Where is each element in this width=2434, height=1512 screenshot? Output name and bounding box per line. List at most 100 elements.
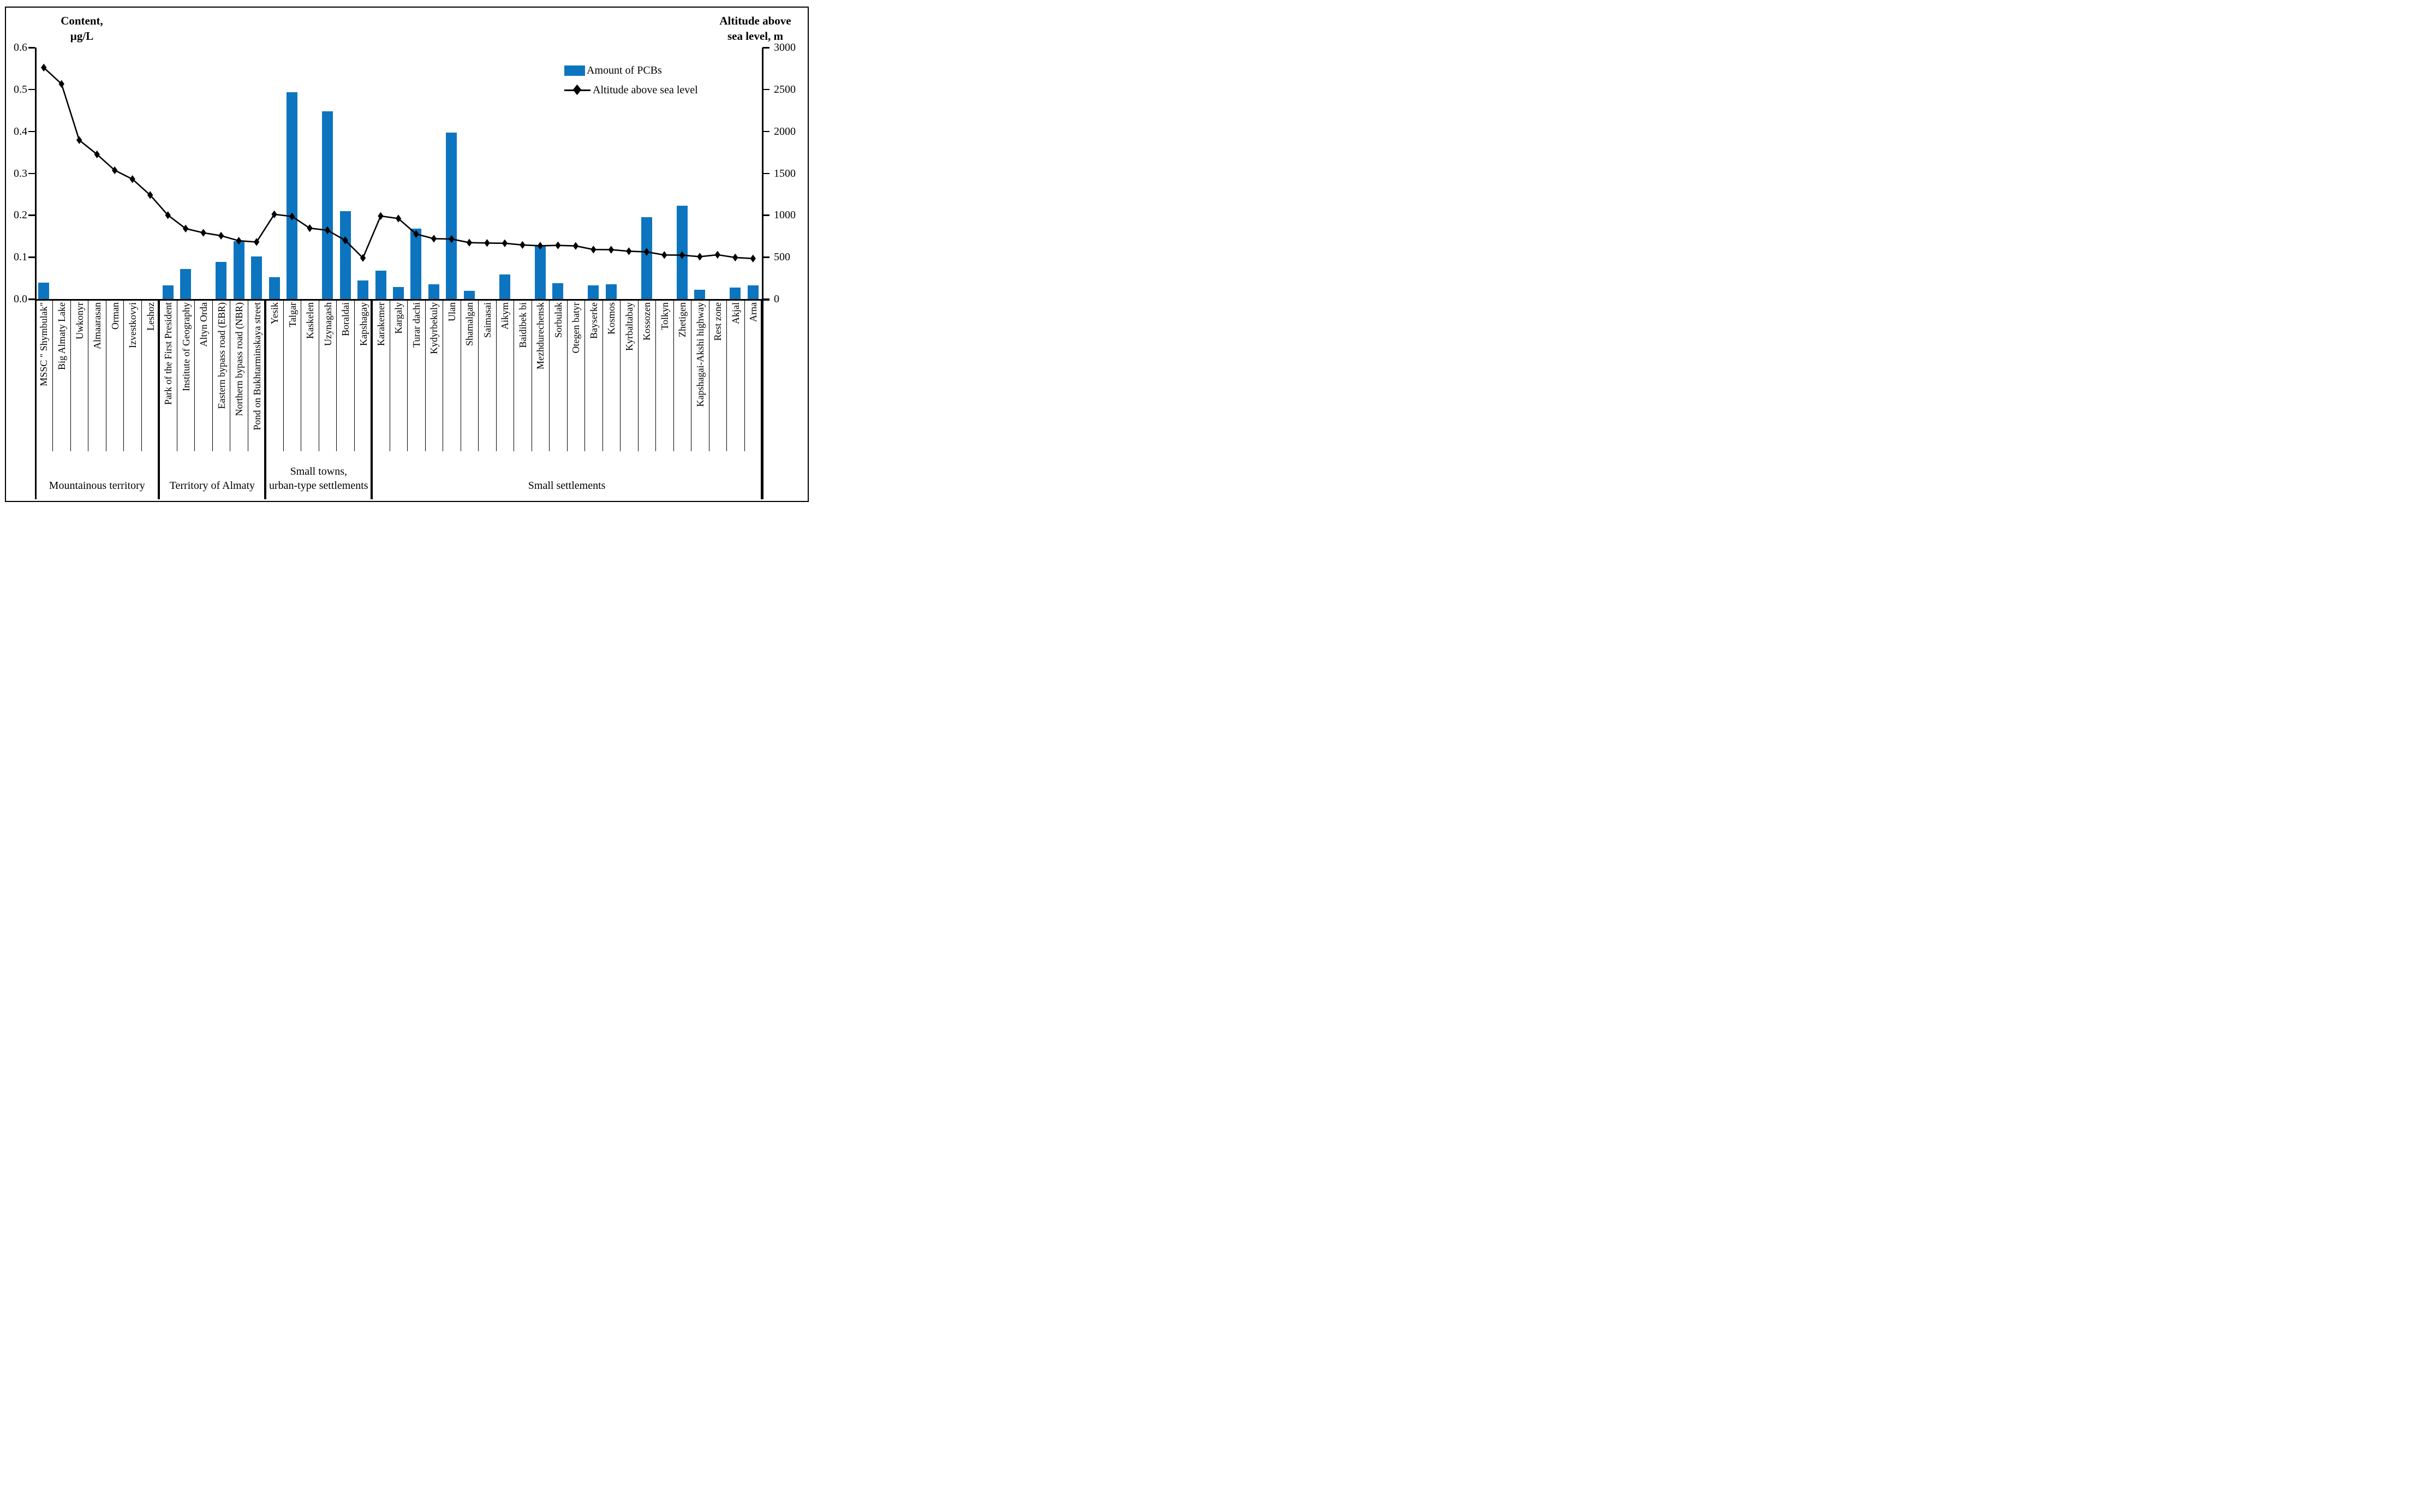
bar	[269, 277, 280, 299]
x-label-cell: Orman	[105, 300, 123, 451]
altitude-point-diamond-icon	[626, 247, 632, 255]
bar	[552, 283, 564, 299]
right-axis-tick-label: 500	[774, 251, 790, 264]
group-label: Small towns, urban-type settlements	[269, 465, 368, 492]
x-label-cell: Baidibek bi	[514, 300, 531, 451]
altitude-point-diamond-icon	[643, 248, 650, 256]
right-axis-tick-label: 2000	[774, 125, 796, 138]
x-label-cell: Otegen batyr	[566, 300, 584, 451]
x-label-cell: Rest zone	[708, 300, 726, 451]
altitude-point-diamond-icon	[732, 253, 738, 262]
left-axis-tick-label: 0.4	[14, 125, 27, 138]
x-label-cell: Kaskelen	[301, 300, 318, 451]
altitude-point-diamond-icon	[111, 166, 118, 175]
right-axis-tick	[763, 172, 769, 174]
bar	[694, 290, 706, 299]
altitude-point-diamond-icon	[360, 254, 366, 262]
bar	[534, 246, 546, 299]
x-label-cell: Shamalgan	[460, 300, 478, 451]
altitude-point-diamond-icon	[182, 224, 189, 233]
left-axis-tick	[28, 88, 35, 91]
altitude-point-diamond-icon	[218, 231, 224, 240]
altitude-point-diamond-icon	[76, 136, 82, 145]
bar	[641, 217, 652, 299]
x-label-cell: Institute of Geography	[176, 300, 194, 451]
x-label-cell: Kossozen	[637, 300, 655, 451]
x-label-cell: Uzynagash	[318, 300, 336, 451]
group-label: Small settlements	[528, 480, 606, 492]
altitude-point-diamond-icon	[697, 253, 703, 261]
altitude-point-diamond-icon	[484, 239, 490, 247]
bar	[357, 280, 369, 299]
right-axis-tick	[763, 88, 769, 91]
right-axis-title-line1: Altitude above	[719, 14, 791, 27]
legend-bar-swatch-icon	[564, 65, 585, 76]
x-label-cell: Turar dachi	[407, 300, 425, 451]
bar	[747, 285, 759, 299]
x-label-cell: Bayserke	[584, 300, 602, 451]
chart-figure: Content, µg/L Altitude above sea level, …	[0, 0, 812, 504]
right-axis-tick-label: 1500	[774, 167, 796, 180]
right-axis-tick	[763, 298, 769, 300]
bar	[375, 270, 386, 299]
bar	[588, 285, 599, 299]
altitude-point-diamond-icon	[537, 242, 544, 250]
x-label-cell: Tolkyn	[655, 300, 673, 451]
altitude-point-diamond-icon	[661, 251, 667, 259]
bar	[322, 111, 333, 299]
altitude-point-diamond-icon	[271, 210, 277, 218]
left-axis-tick-label: 0.6	[14, 41, 27, 53]
altitude-point-diamond-icon	[94, 150, 100, 159]
x-label-cell: Sorbulak	[549, 300, 566, 451]
left-axis-title: Content, µg/L	[32, 13, 132, 44]
x-label-cell: Talgar	[283, 300, 301, 451]
legend-item-line: Altitude above sea level	[564, 83, 698, 97]
x-label-cell: Altyn Orda	[194, 300, 212, 451]
altitude-point-diamond-icon	[520, 241, 526, 249]
bar	[216, 261, 227, 299]
bar	[339, 211, 351, 299]
altitude-point-diamond-icon	[378, 212, 384, 220]
right-axis-tick-label: 3000	[774, 41, 796, 53]
altitude-point-diamond-icon	[572, 242, 579, 250]
right-axis-tick-label: 0	[774, 293, 779, 305]
group-cell: Mountainous territory	[35, 300, 159, 499]
altitude-point-diamond-icon	[449, 235, 455, 243]
bar	[730, 288, 741, 299]
right-axis-tick-label: 2500	[774, 83, 796, 95]
x-label-cell: Akjal	[726, 300, 744, 451]
altitude-point-diamond-icon	[129, 175, 135, 183]
altitude-point-diamond-icon	[147, 191, 153, 199]
x-label-cell: Leshoz	[141, 300, 159, 451]
altitude-point-diamond-icon	[608, 246, 615, 254]
bar	[605, 284, 617, 299]
altitude-line	[43, 67, 753, 260]
altitude-point-diamond-icon	[395, 214, 402, 223]
x-label-cell: Boraldai	[336, 300, 354, 451]
altitude-point-diamond-icon	[590, 246, 596, 254]
x-label-cell: Uwkonyr	[70, 300, 88, 451]
altitude-point-diamond-icon	[236, 237, 242, 245]
altitude-point-diamond-icon	[307, 224, 313, 232]
altitude-line-series	[41, 63, 756, 262]
altitude-point-diamond-icon	[289, 212, 295, 220]
group-label: Mountainous territory	[49, 480, 145, 492]
right-axis-title: Altitude above sea level, m	[703, 13, 808, 44]
left-axis-tick	[28, 172, 35, 174]
bar	[428, 284, 439, 299]
left-axis-title-line2: µg/L	[70, 29, 94, 43]
x-label-cell: Northern bypass road (NBR)	[230, 300, 247, 451]
left-axis-line	[35, 47, 37, 499]
legend-line-label: Altitude above sea level	[593, 83, 698, 96]
altitude-point-diamond-icon	[555, 241, 561, 249]
left-axis-tick	[28, 256, 35, 258]
left-axis-tick	[28, 47, 35, 49]
legend: Amount of PCBs Altitude above sea level	[564, 63, 698, 103]
legend-bar-label: Amount of PCBs	[587, 64, 662, 76]
altitude-point-diamond-icon	[324, 226, 331, 235]
x-label-cell: Kapshagai-Akshi highway	[691, 300, 708, 451]
altitude-point-diamond-icon	[200, 229, 206, 237]
group-cell: Small towns, urban-type settlements	[265, 300, 372, 499]
x-label-cell: Kosmos	[602, 300, 620, 451]
group-label: Territory of Almaty	[169, 480, 255, 492]
